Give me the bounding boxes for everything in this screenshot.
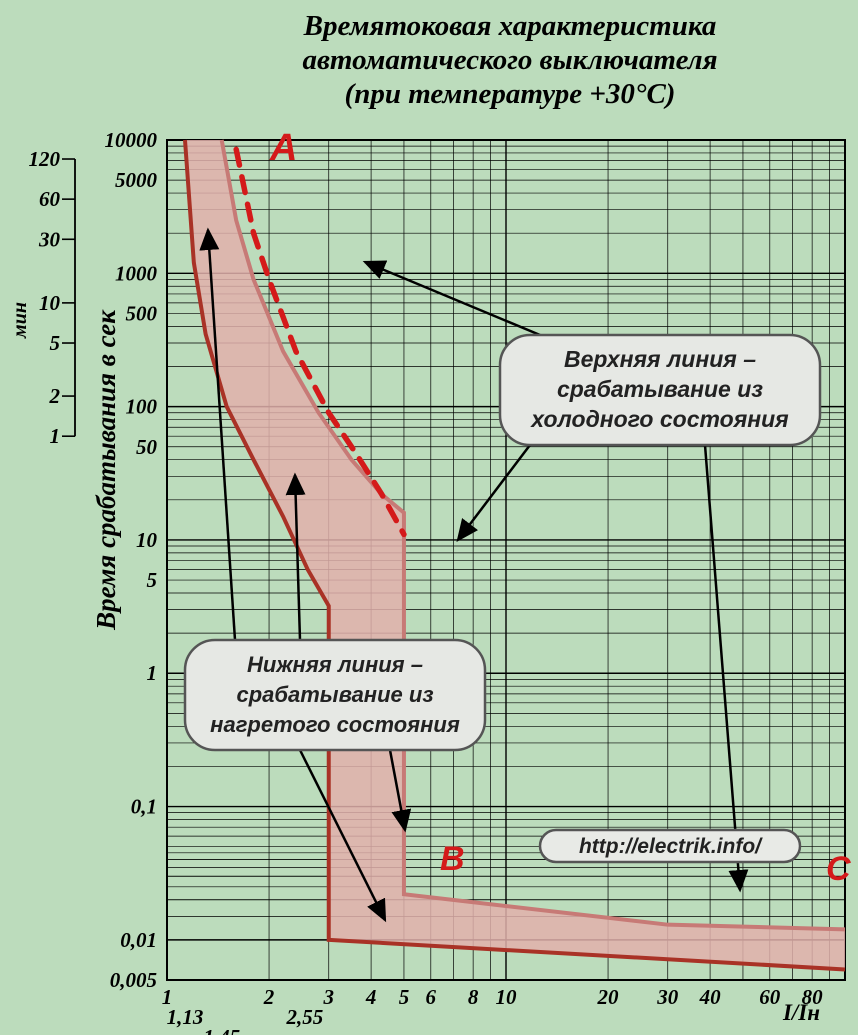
y-tick-label: 0,005: [110, 968, 157, 992]
y-tick-label: 100: [126, 395, 158, 419]
series-letter: A: [269, 127, 297, 169]
y-tick-label: 1: [147, 661, 158, 685]
callout-text: Нижняя линия –: [247, 652, 423, 677]
chart-title: Времятоковая характеристика: [303, 10, 717, 42]
min-axis-title: мин: [9, 302, 31, 339]
x-tick-label: 1,45: [203, 1025, 240, 1035]
y-min-tick-label: 5: [50, 331, 61, 355]
callout-upper: Верхняя линия – срабатывание из холодного …: [365, 262, 820, 890]
x-tick-label: 60: [759, 985, 781, 1009]
y-tick-label: 10000: [105, 128, 158, 152]
y-min-tick-label: 120: [29, 147, 61, 171]
callout-arrow: [458, 445, 530, 540]
callout-text: срабатывание из: [236, 682, 433, 707]
x-tick-label: 40: [699, 985, 722, 1009]
y-tick-label: 0,1: [131, 795, 157, 819]
x-tick-label: 2: [263, 985, 275, 1009]
y-min-tick-label: 10: [39, 291, 61, 315]
x-tick-label: 3: [322, 985, 334, 1009]
y-min-tick-label: 60: [39, 187, 61, 211]
callout-text: холодного состояния: [529, 406, 789, 432]
callout-text: срабатывание из: [557, 376, 763, 402]
y-min-tick-label: 2: [49, 384, 61, 408]
x-tick-label: 5: [399, 985, 410, 1009]
x-tick-label: 30: [656, 985, 679, 1009]
y-min-tick-label: 1: [50, 424, 61, 448]
y-tick-label: 1000: [115, 261, 158, 285]
callout-text: Верхняя линия –: [564, 346, 756, 372]
y-tick-label: 500: [126, 301, 158, 325]
x-tick-label: 20: [597, 985, 620, 1009]
y-min-tick-label: 30: [38, 227, 61, 251]
y-tick-label: 0,01: [120, 928, 157, 952]
y-tick-label: 50: [136, 435, 158, 459]
y-tick-label: 5: [147, 568, 158, 592]
link-text[interactable]: http://electrik.info/: [579, 835, 763, 858]
y-tick-label: 5000: [115, 168, 158, 192]
y-tick-label: 10: [136, 528, 158, 552]
chart-title: (при температуре +30°C): [345, 78, 676, 110]
x-tick-label: 2,55: [285, 1005, 323, 1029]
link-box[interactable]: http://electrik.info/: [540, 830, 800, 862]
y-axis-title: Время срабатывания в сек: [91, 309, 121, 631]
x-tick-label: 8: [468, 985, 479, 1009]
chart-svg: 10000500010005001005010510,10,010,005120…: [0, 0, 858, 1035]
callout-text: нагретого состояния: [210, 712, 460, 737]
x-tick-label: 10: [496, 985, 518, 1009]
series-letter: B: [440, 840, 465, 878]
x-tick-label: 6: [426, 985, 437, 1009]
x-tick-label: 4: [365, 985, 377, 1009]
chart-title: автоматического выключателя: [302, 44, 717, 76]
x-tick-label: 1,13: [167, 1005, 204, 1029]
chart-container: { "canvas": {"w": 858, "h": 1035}, "plot…: [0, 0, 858, 1035]
series-letter: C: [826, 850, 851, 888]
x-axis-title: I/Iн: [782, 1000, 820, 1025]
